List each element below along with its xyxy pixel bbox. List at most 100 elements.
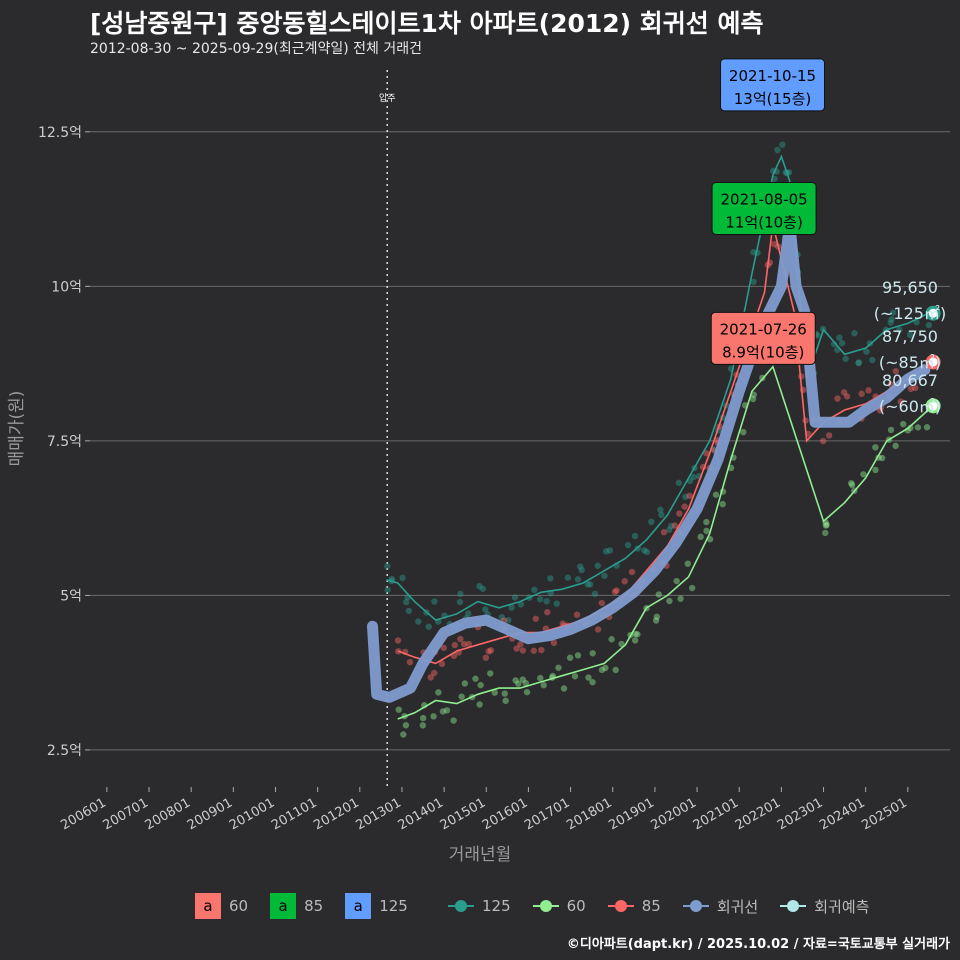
trade-point-85 bbox=[613, 587, 620, 594]
trade-point-85 bbox=[892, 368, 900, 375]
trade-point-60 bbox=[703, 518, 710, 526]
trade-point-85 bbox=[912, 384, 919, 392]
x-tick-label: 201901 bbox=[606, 795, 656, 833]
trade-point-60 bbox=[655, 591, 663, 598]
chart-subtitle: 2012-08-30 ~ 2025-09-29(최근계약일) 전체 거래건 bbox=[90, 41, 422, 57]
trade-point-125 bbox=[667, 522, 675, 530]
trade-point-60 bbox=[618, 640, 625, 648]
trade-point-60 bbox=[872, 466, 879, 474]
y-tick-label: 12.5억 bbox=[38, 125, 82, 141]
x-tick-label: 201001 bbox=[227, 795, 277, 833]
trade-point-85 bbox=[438, 660, 446, 668]
series-line-60 bbox=[397, 365, 934, 720]
trade-point-60 bbox=[907, 424, 914, 432]
trade-point-125 bbox=[836, 334, 843, 341]
trade-point-60 bbox=[684, 560, 692, 567]
callout-box bbox=[720, 58, 826, 112]
trade-point-125 bbox=[536, 596, 544, 603]
forecast-marker bbox=[925, 305, 941, 321]
callout-price: 8.9억(10층) bbox=[722, 343, 804, 361]
trade-point-60 bbox=[435, 689, 442, 696]
x-tick-label: 202301 bbox=[775, 795, 825, 833]
trade-point-60 bbox=[634, 631, 641, 638]
legend-key-box: a bbox=[195, 893, 221, 919]
trade-point-125 bbox=[586, 581, 594, 588]
trade-point-125 bbox=[511, 594, 519, 601]
legend-series-label: 125 bbox=[482, 897, 511, 915]
trade-point-60 bbox=[419, 722, 427, 729]
trade-point-125 bbox=[606, 547, 614, 554]
x-tick-label: 202401 bbox=[817, 795, 867, 833]
trade-point-60 bbox=[472, 675, 479, 682]
trade-point-60 bbox=[519, 676, 526, 683]
trade-point-60 bbox=[476, 701, 483, 708]
legend-series-label: 85 bbox=[641, 897, 661, 915]
legend-series-item: 85 bbox=[607, 893, 661, 919]
trade-point-125 bbox=[431, 598, 438, 605]
trade-point-60 bbox=[823, 521, 830, 529]
legend-key-box: a bbox=[270, 893, 297, 919]
trade-point-85 bbox=[573, 611, 581, 618]
trade-point-60 bbox=[608, 636, 615, 643]
trade-point-85 bbox=[858, 390, 865, 397]
trade-point-60 bbox=[878, 454, 886, 462]
legend-key-label: 125 bbox=[379, 897, 408, 915]
trade-point-85 bbox=[907, 385, 915, 393]
trade-point-85 bbox=[825, 432, 833, 439]
x-tick-label: 201601 bbox=[480, 795, 530, 833]
legend-size-boxes: a 60 a 85 a 125 bbox=[195, 893, 422, 919]
trade-point-60 bbox=[860, 471, 867, 478]
trade-point-125 bbox=[425, 623, 432, 630]
x-tick-label: 201501 bbox=[438, 795, 488, 833]
trade-point-60 bbox=[589, 678, 596, 686]
trade-point-125 bbox=[890, 309, 897, 316]
trade-point-85 bbox=[482, 654, 490, 661]
trade-point-60 bbox=[822, 529, 829, 537]
trade-point-60 bbox=[923, 424, 931, 431]
trade-point-60 bbox=[491, 689, 498, 696]
trade-point-125 bbox=[384, 586, 391, 593]
source-footer: ©디아파트(dapt.kr) / 2025.10.02 / 자료=국토교통부 실… bbox=[566, 937, 950, 952]
trade-point-125 bbox=[553, 600, 560, 607]
trade-point-85 bbox=[686, 492, 693, 499]
trade-point-85 bbox=[544, 608, 551, 616]
legend-series-item: 회귀예측 bbox=[780, 893, 869, 919]
trade-point-60 bbox=[515, 680, 522, 687]
y-tick-label: 2.5억 bbox=[47, 743, 82, 759]
trade-point-60 bbox=[631, 637, 639, 644]
trade-point-60 bbox=[450, 717, 457, 724]
trade-point-85 bbox=[660, 529, 668, 536]
trade-point-125 bbox=[648, 518, 655, 526]
trade-point-60 bbox=[887, 426, 895, 434]
trade-point-60 bbox=[419, 714, 427, 722]
trade-point-60 bbox=[400, 731, 407, 738]
trade-point-60 bbox=[703, 527, 710, 535]
trade-point-85 bbox=[897, 398, 905, 405]
legend-series: 125 60 85 회귀선 회귀예측 bbox=[448, 893, 883, 919]
legend-key-label: 85 bbox=[304, 897, 324, 915]
callout-price: 11억(10층) bbox=[725, 214, 802, 232]
trade-point-85 bbox=[834, 395, 841, 402]
trade-point-60 bbox=[540, 682, 547, 689]
trade-point-125 bbox=[869, 356, 876, 364]
trade-point-85 bbox=[840, 389, 848, 396]
trade-point-85 bbox=[394, 637, 402, 644]
trade-point-125 bbox=[517, 601, 525, 608]
y-axis-label: 매매가(원) bbox=[7, 391, 27, 467]
callout-date: 2021-10-15 bbox=[729, 67, 816, 85]
trade-point-125 bbox=[675, 479, 683, 487]
trade-point-85 bbox=[487, 647, 495, 654]
x-axis-label: 거래년월 bbox=[449, 845, 512, 865]
trade-point-85 bbox=[440, 644, 447, 652]
legend-series-swatch bbox=[607, 893, 634, 919]
trade-point-85 bbox=[460, 640, 468, 648]
trade-point-60 bbox=[749, 395, 757, 403]
trade-point-85 bbox=[457, 635, 464, 643]
move-in-label: 입주 bbox=[379, 92, 396, 104]
trade-point-60 bbox=[900, 420, 907, 428]
trade-point-125 bbox=[456, 598, 464, 606]
trade-point-125 bbox=[415, 618, 422, 625]
legend-key-label: 60 bbox=[229, 897, 249, 915]
trade-point-125 bbox=[906, 331, 914, 339]
trade-point-60 bbox=[461, 680, 469, 687]
